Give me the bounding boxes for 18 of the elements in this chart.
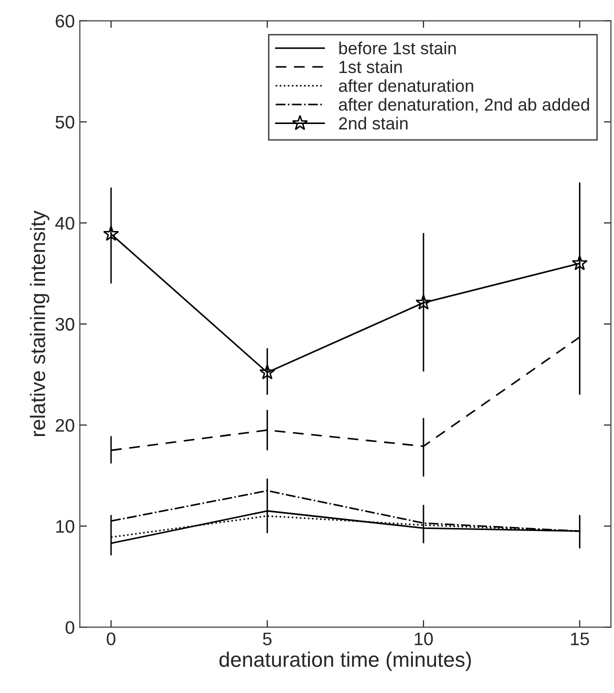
legend-label: 2nd stain: [339, 116, 408, 130]
legend-label: 1st stain: [340, 60, 402, 74]
legend-label: before 1st stain: [339, 42, 456, 54]
y-tick-label: 10: [56, 520, 74, 533]
y-tick-label: 20: [56, 418, 74, 432]
y-axis-title: relative staining intensity: [30, 210, 50, 436]
y-tick-label: 0: [66, 621, 74, 634]
y-tick-label: 60: [56, 14, 74, 28]
legend-label: after denaturation: [338, 79, 474, 92]
y-tick-label: 50: [56, 116, 74, 129]
legend-label: after denaturation, 2nd ab added: [338, 98, 589, 113]
y-tick-label: 40: [55, 216, 74, 230]
y-tick-label: 30: [56, 318, 74, 331]
x-tick-label: 15: [571, 632, 589, 646]
x-tick-label: 0: [106, 632, 116, 646]
x-tick-label: 5: [262, 632, 272, 646]
x-axis-title: denaturation time (minutes): [219, 652, 471, 672]
x-tick-label: 10: [414, 632, 433, 646]
